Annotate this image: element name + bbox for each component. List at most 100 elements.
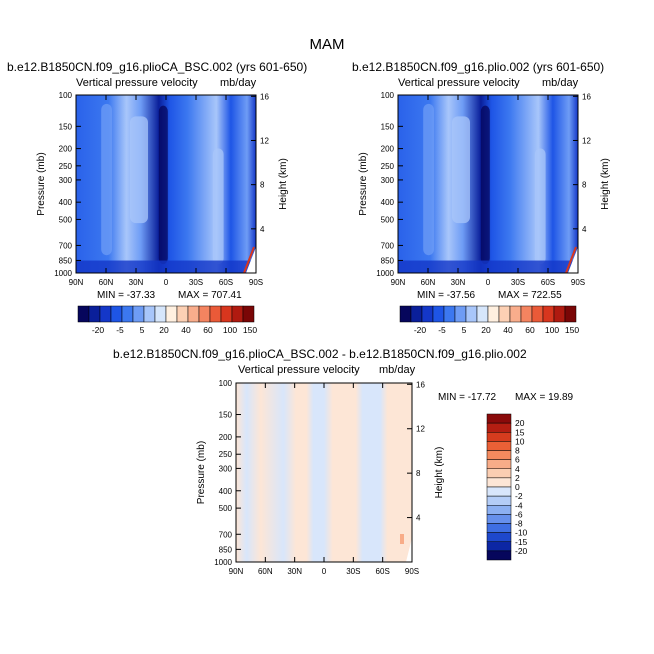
colorbar-label: 40 [181, 325, 191, 335]
colorbar-swatch [509, 305, 522, 323]
colorbar-swatch [520, 305, 533, 323]
colorbar-label: 150 [565, 325, 579, 335]
colorbar-label: 20 [481, 325, 491, 335]
panel3-max-label: MAX = 19.89 [515, 392, 574, 403]
colorbar-label: -20 [515, 546, 528, 556]
colorbar-swatch [498, 305, 511, 323]
panel3-case-title: b.e12.B1850CN.f09_g16.plioCA_BSC.002 - b… [113, 347, 527, 361]
colorbar-label: 20 [159, 325, 169, 335]
y2-axis-title: Height (km) [600, 158, 611, 210]
colorbar-swatch [487, 305, 500, 323]
heatmap-band [130, 116, 148, 224]
x-tick-label: 30S [189, 278, 203, 287]
heatmap-band [423, 103, 434, 256]
surface-mask [406, 538, 412, 562]
panel1-subtitle-left: Vertical pressure velocity [76, 77, 198, 89]
figure-title: MAM [309, 36, 345, 53]
colorbar-swatch [432, 305, 445, 323]
colorbar-swatch [443, 305, 456, 323]
y-tick-label: 400 [381, 198, 395, 207]
colorbar: -20 -5 5 20 40 60 100 150 [77, 305, 257, 335]
panel3-min-label: MIN = -17.72 [438, 392, 497, 403]
panel1-max-label: MAX = 707.41 [178, 290, 242, 301]
y2-tick-label: 16 [582, 92, 591, 101]
colorbar-swatch [165, 305, 178, 323]
plot-panel-3: 90N 60N 30N 0 30S 60S 90S100150200250300400500… [196, 379, 528, 576]
x-tick-label: 90N [69, 278, 84, 287]
plot-panel-1: 90N 60N 30N 0 30S 60S 90S 100 150 200 250 300 400 500… [36, 91, 289, 335]
colorbar-label: 100 [545, 325, 559, 335]
x-tick-label: 90N [229, 567, 244, 576]
colorbar-swatch [486, 459, 512, 469]
colorbar-swatch [121, 305, 134, 323]
x-tick-label: 60N [421, 278, 436, 287]
panel2-min-label: MIN = -37.56 [417, 290, 476, 301]
colorbar-swatch [486, 541, 512, 552]
y-tick-label: 1000 [376, 269, 394, 278]
surface-edge [243, 246, 255, 274]
y-tick-label: 250 [381, 162, 395, 171]
y2-tick-label: 8 [582, 181, 587, 190]
y-tick-label: 250 [59, 162, 73, 171]
colorbar-label: 8 [515, 446, 520, 456]
colorbar-label: 20 [515, 418, 525, 428]
colorbar-label: 6 [515, 455, 520, 465]
y2-tick-label: 4 [416, 514, 421, 523]
x-tick-label: 60N [258, 567, 273, 576]
x-tick-label: 60S [376, 567, 390, 576]
x-tick-label: 90S [405, 567, 419, 576]
colorbar-label: 2 [515, 473, 520, 483]
colorbar-label: -5 [438, 325, 446, 335]
colorbar-label: -8 [515, 519, 523, 529]
y-tick-label: 300 [219, 464, 233, 473]
panel2-subtitle-right: mb/day [542, 77, 579, 89]
y-tick-label: 150 [381, 122, 395, 131]
y-tick-label: 700 [219, 530, 233, 539]
colorbar-swatch [110, 305, 123, 323]
y2-tick-label: 8 [416, 469, 421, 478]
y-tick-label: 850 [59, 256, 73, 265]
surface-edge [565, 246, 577, 274]
colorbar-swatch [154, 305, 167, 323]
x-tick-label: 60S [541, 278, 555, 287]
y-tick-label: 100 [381, 91, 395, 100]
colorbar-swatch [220, 305, 233, 323]
y-tick-label: 1000 [54, 269, 72, 278]
heatmap-band [101, 103, 112, 256]
y-axis-title: Pressure (mb) [358, 152, 369, 215]
colorbar-label: 4 [515, 464, 520, 474]
x-tick-label: 0 [486, 278, 491, 287]
y-tick-label: 250 [219, 450, 233, 459]
colorbar-swatch [198, 305, 211, 323]
y2-tick-label: 12 [416, 425, 425, 434]
y2-tick-label: 4 [260, 225, 265, 234]
y-tick-label: 500 [59, 215, 73, 224]
colorbar-swatch [476, 305, 489, 323]
colorbar-label: -2 [515, 491, 523, 501]
y-tick-label: 850 [381, 256, 395, 265]
y-tick-label: 700 [59, 241, 73, 250]
colorbar-swatch [231, 305, 244, 323]
heatmap-band [480, 105, 490, 265]
y2-axis-title: Height (km) [434, 447, 445, 499]
colorbar-swatch [553, 305, 566, 323]
colorbar-swatch [421, 305, 434, 323]
x-tick-label: 90S [571, 278, 585, 287]
y-tick-label: 700 [381, 241, 395, 250]
x-tick-label: 60S [219, 278, 233, 287]
x-tick-label: 30N [129, 278, 144, 287]
colorbar-label: 5 [140, 325, 145, 335]
colorbar: -20 -5 5 20 40 60 100 150 [399, 305, 579, 335]
surface-mask [568, 247, 578, 273]
y-tick-label: 300 [59, 176, 73, 185]
x-tick-label: 0 [322, 567, 327, 576]
y-tick-label: 500 [219, 504, 233, 513]
colorbar-label: -4 [515, 500, 523, 510]
colorbar-label: 5 [462, 325, 467, 335]
y-axis-title: Pressure (mb) [196, 441, 207, 504]
colorbar-swatch [399, 305, 412, 323]
colorbar-swatch [132, 305, 145, 323]
colorbar-label: -5 [116, 325, 124, 335]
